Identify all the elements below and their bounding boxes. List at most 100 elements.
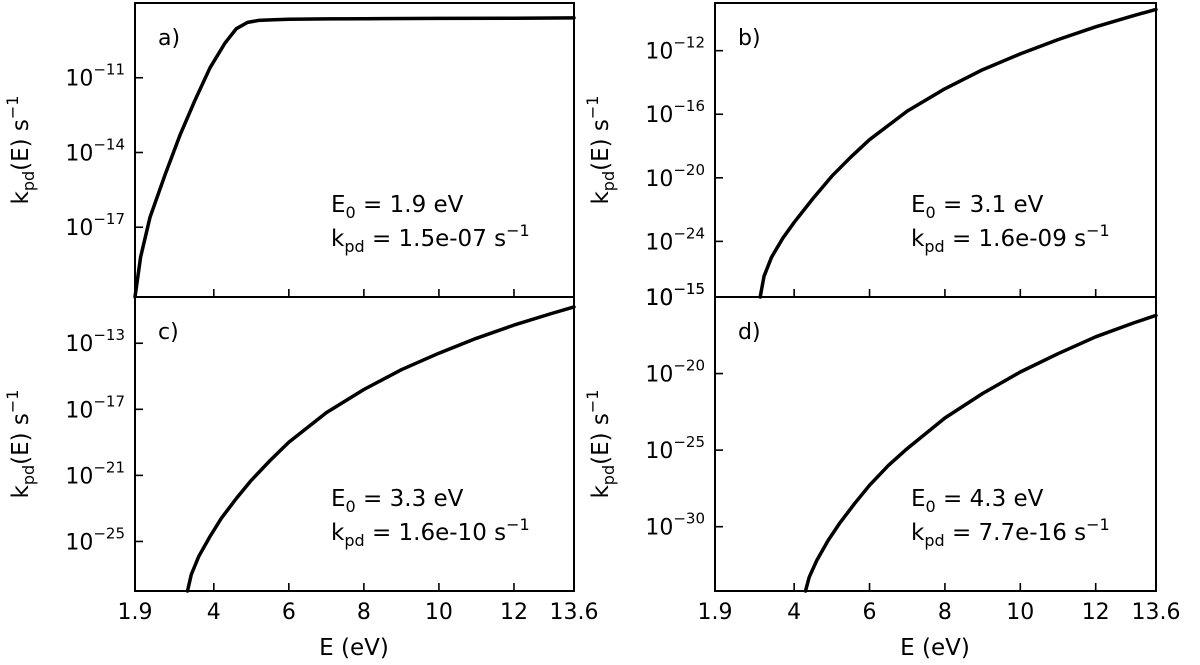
annotation-rate: kpd = 1.6e-09 s−1 xyxy=(911,221,1110,256)
series-line xyxy=(758,7,1158,299)
y-tick-label: 10−20 xyxy=(645,357,705,388)
y-tick-label-exponent: −17 xyxy=(93,392,125,410)
y-axis-label: kpd(E) s−1 xyxy=(583,95,618,204)
annotation-energy: E0 = 3.3 eV xyxy=(331,486,464,516)
y-tick-label: 10−20 xyxy=(645,161,705,192)
annotation-rate-sup: −1 xyxy=(1086,221,1110,240)
y-axis-label: kpd(E) s−1 xyxy=(3,389,38,498)
x-tick-label: 13.6 xyxy=(1132,600,1181,625)
annotation-energy-symbol: E xyxy=(331,192,346,218)
y-tick-label-base: 10 xyxy=(645,286,673,311)
annotation-energy-sub: 0 xyxy=(346,203,356,222)
series-line xyxy=(803,313,1158,593)
x-tick-label: 10 xyxy=(1006,600,1034,625)
y-tick-label: 10−15 xyxy=(645,280,705,311)
y-tick-label-exponent: −11 xyxy=(93,61,125,79)
annotation-energy-value: = 3.3 eV xyxy=(356,486,464,512)
y-tick-label-exponent: −20 xyxy=(673,161,705,179)
x-axis-label-left: E (eV) xyxy=(319,635,389,661)
panel-label: d) xyxy=(738,320,761,345)
panel-label: a) xyxy=(158,26,180,51)
y-axis-label-main: k xyxy=(8,191,34,205)
annotation-rate-symbol: k xyxy=(911,226,925,252)
y-axis-label-sub: pd xyxy=(599,465,618,485)
panel-label: c) xyxy=(158,320,179,345)
annotation-rate-sub: pd xyxy=(344,531,364,550)
annotation-rate-value: = 1.6e-10 s xyxy=(365,520,506,546)
y-tick-label-base: 10 xyxy=(65,332,93,357)
y-tick-label-exponent: −16 xyxy=(673,97,705,115)
series-line xyxy=(133,16,576,299)
y-tick-label: 10−15 xyxy=(645,280,705,311)
y-axis-label-sup: −1 xyxy=(583,389,602,413)
y-tick-label: 10−30 xyxy=(645,510,705,541)
annotation-rate-sup: −1 xyxy=(506,515,530,534)
x-tick-label: 4 xyxy=(207,600,221,625)
y-tick-label-exponent: −15 xyxy=(673,280,705,298)
annotation-energy-sub: 0 xyxy=(926,497,936,516)
y-tick-label-base: 10 xyxy=(645,103,673,128)
annotation-rate-value: = 1.5e-07 s xyxy=(365,226,506,252)
series-line xyxy=(185,305,576,593)
y-tick-label-exponent: −24 xyxy=(673,224,705,242)
annotation-rate-value: = 7.7e-16 s xyxy=(945,520,1086,546)
x-tick-label: 1.9 xyxy=(118,600,153,625)
annotation-energy-symbol: E xyxy=(911,486,926,512)
y-axis-label-main: k xyxy=(8,485,34,499)
y-axis-label-sub: pd xyxy=(599,171,618,191)
annotation-energy: E0 = 3.1 eV xyxy=(911,192,1044,222)
plot-frame xyxy=(134,296,575,592)
y-tick-label-base: 10 xyxy=(65,530,93,555)
annotation-energy-sub: 0 xyxy=(926,203,936,222)
y-tick-label: 10−14 xyxy=(65,135,125,166)
y-tick-label: 10−13 xyxy=(65,326,125,357)
x-tick-label: 6 xyxy=(863,600,877,625)
x-tick-label: 4 xyxy=(787,600,801,625)
y-axis-label-tail: (E) s xyxy=(8,413,34,465)
y-axis-label: kpd(E) s−1 xyxy=(583,389,618,498)
x-axis-label-right: E (eV) xyxy=(900,635,970,661)
annotation-energy-symbol: E xyxy=(331,486,346,512)
y-tick-label-base: 10 xyxy=(645,363,673,388)
y-axis-label-sub: pd xyxy=(19,171,38,191)
y-axis-label-main: k xyxy=(588,191,614,205)
annotation-rate: kpd = 1.6e-10 s−1 xyxy=(331,515,530,550)
y-axis-label-tail: (E) s xyxy=(8,119,34,171)
y-tick-label-exponent: −20 xyxy=(673,357,705,375)
y-tick-label-base: 10 xyxy=(645,286,673,311)
annotation-energy-value: = 3.1 eV xyxy=(936,192,1044,218)
y-axis-label-sup: −1 xyxy=(3,95,22,119)
y-tick-label-exponent: −25 xyxy=(673,433,705,451)
y-axis-label-main: k xyxy=(588,485,614,499)
y-tick-label-base: 10 xyxy=(65,216,93,241)
y-axis-label-sub: pd xyxy=(19,465,38,485)
x-tick-label: 12 xyxy=(1082,600,1110,625)
annotation-rate: kpd = 1.5e-07 s−1 xyxy=(331,221,530,256)
y-tick-label-exponent: −15 xyxy=(673,280,705,298)
y-tick-label-exponent: −30 xyxy=(673,510,705,528)
y-tick-label: 10−16 xyxy=(645,97,705,128)
y-tick-label: 10−25 xyxy=(65,524,125,555)
annotation-rate-sub: pd xyxy=(924,531,944,550)
y-tick-label: 10−24 xyxy=(645,224,705,255)
x-tick-label: 8 xyxy=(357,600,371,625)
plot-frame xyxy=(714,296,1157,592)
y-axis-label-sup: −1 xyxy=(3,389,22,413)
x-tick-label: 6 xyxy=(282,600,296,625)
y-tick-label-base: 10 xyxy=(65,464,93,489)
x-tick-label: 10 xyxy=(425,600,453,625)
annotation-rate-sub: pd xyxy=(924,237,944,256)
x-tick-label: 12 xyxy=(500,600,528,625)
panel-3: 1.9 4 6 8 10 12 13.610−1310−1710−2110−25kpd(E)… xyxy=(3,296,598,625)
y-tick-label: 10−17 xyxy=(65,392,125,423)
y-axis-label-sup: −1 xyxy=(583,95,602,119)
y-tick-label-exponent: −14 xyxy=(93,135,125,153)
y-axis-label-tail: (E) s xyxy=(588,413,614,465)
y-tick-label-base: 10 xyxy=(65,141,93,166)
annotation-rate-sup: −1 xyxy=(1086,515,1110,534)
annotation-rate-symbol: k xyxy=(331,520,345,546)
y-tick-label-exponent: −12 xyxy=(673,34,705,52)
